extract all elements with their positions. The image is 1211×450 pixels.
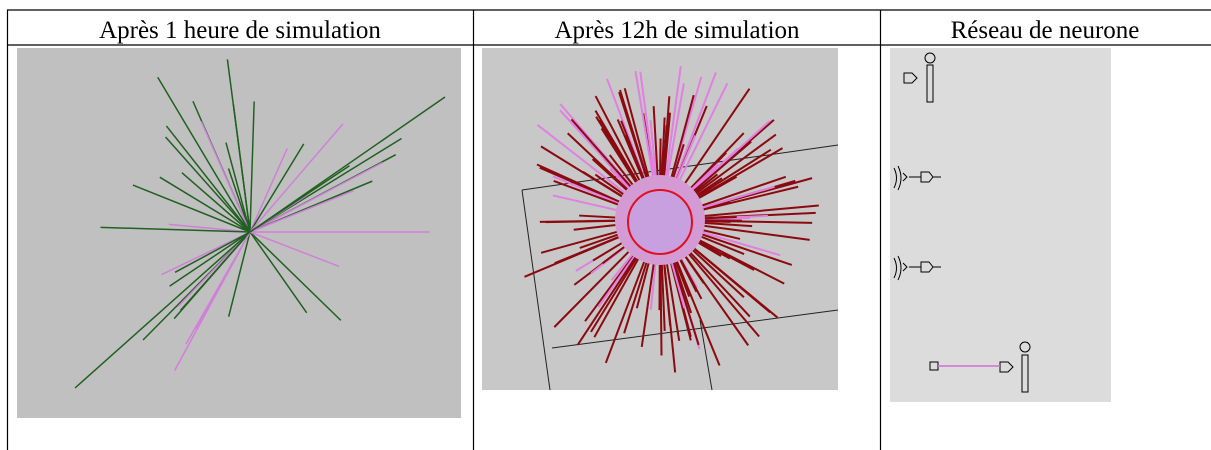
- page: Après 1 heure de simulation Après 12h de…: [0, 0, 1211, 450]
- body-core: [628, 190, 692, 254]
- simulation-image-12h: [482, 48, 838, 390]
- document-table: Après 1 heure de simulation Après 12h de…: [0, 0, 1211, 450]
- column-header: Après 1 heure de simulation: [99, 17, 381, 44]
- simulation-image-1h: [17, 48, 461, 418]
- column-header: Après 12h de simulation: [554, 17, 800, 44]
- neural-network-image: [890, 48, 1111, 402]
- image-background: [17, 48, 461, 418]
- image-background: [890, 48, 1111, 402]
- column-header: Réseau de neurone: [951, 17, 1140, 44]
